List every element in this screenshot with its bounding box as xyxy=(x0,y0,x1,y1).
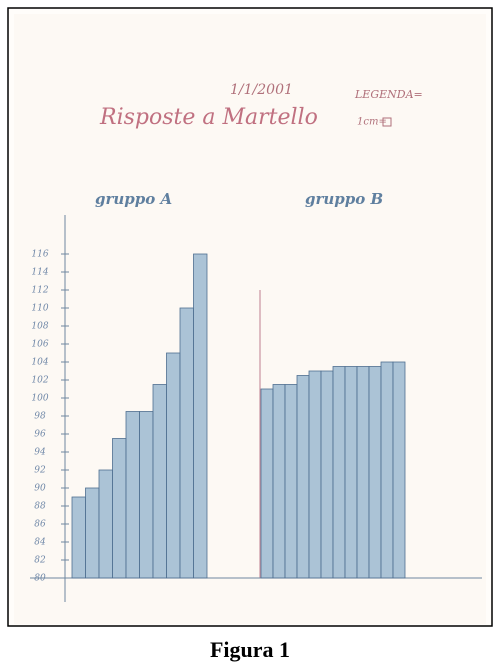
bar xyxy=(139,411,154,579)
y-tick-label: 106 xyxy=(31,340,48,350)
bar xyxy=(260,388,274,579)
y-tick-label: 114 xyxy=(31,268,48,278)
y-tick-label: 94 xyxy=(34,448,46,458)
legend-title: LEGENDA= xyxy=(354,88,423,101)
bar xyxy=(112,438,127,579)
bar xyxy=(166,352,181,579)
group-label: gruppo A xyxy=(95,190,172,208)
bar xyxy=(380,361,394,579)
y-tick-label: 110 xyxy=(31,304,48,314)
y-tick-label: 92 xyxy=(34,466,46,476)
bar xyxy=(125,411,140,579)
caption: Figura 1 xyxy=(210,637,290,662)
bar xyxy=(320,370,334,579)
y-tick-label: 82 xyxy=(34,556,46,566)
y-tick-label: 98 xyxy=(34,412,46,422)
bar xyxy=(193,253,208,579)
y-tick-label: 112 xyxy=(31,286,48,296)
y-tick-label: 108 xyxy=(31,322,48,332)
bar xyxy=(368,366,382,579)
y-tick-label: 116 xyxy=(31,250,48,260)
group-label: gruppo B xyxy=(305,190,383,208)
y-tick-label: 84 xyxy=(34,538,46,548)
bar xyxy=(152,384,167,579)
y-tick-label: 104 xyxy=(31,358,48,368)
bar xyxy=(179,307,194,579)
bar xyxy=(296,375,310,579)
y-tick-label: 96 xyxy=(34,430,46,440)
bar xyxy=(98,469,113,579)
bar xyxy=(344,366,358,579)
date: 1/1/2001 xyxy=(230,82,293,98)
y-tick-label: 102 xyxy=(31,376,48,386)
bar xyxy=(356,366,370,579)
y-tick-label: 80 xyxy=(34,574,46,584)
bar xyxy=(85,487,100,579)
legend-unit: 1cm= xyxy=(357,117,387,128)
bar xyxy=(284,384,298,579)
chart-title: Risposte a Martello xyxy=(99,105,318,130)
legend-square xyxy=(382,117,392,127)
bar xyxy=(308,370,322,579)
y-tick-label: 86 xyxy=(34,520,46,530)
y-tick-label: 88 xyxy=(34,502,46,512)
bar xyxy=(71,496,86,579)
y-tick-label: 90 xyxy=(34,484,46,494)
bar xyxy=(272,384,286,579)
y-tick-label: 100 xyxy=(31,394,48,404)
bar xyxy=(392,361,406,579)
bar xyxy=(332,366,346,579)
